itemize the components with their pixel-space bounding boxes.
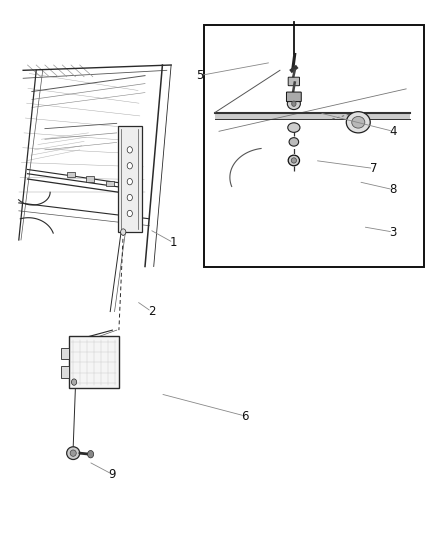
Circle shape: [127, 147, 132, 153]
Bar: [69, 336, 119, 389]
Ellipse shape: [288, 155, 300, 166]
Text: 8: 8: [389, 183, 397, 196]
Circle shape: [127, 163, 132, 169]
Text: 1: 1: [170, 236, 177, 249]
Ellipse shape: [352, 116, 365, 128]
Text: 4: 4: [389, 125, 397, 138]
Bar: [61, 366, 69, 378]
Text: 2: 2: [148, 305, 155, 318]
Ellipse shape: [291, 158, 297, 163]
Circle shape: [120, 229, 126, 235]
Bar: [118, 126, 142, 232]
Text: 3: 3: [389, 225, 397, 239]
Ellipse shape: [70, 450, 76, 456]
Bar: [215, 113, 410, 119]
Ellipse shape: [67, 447, 80, 459]
Circle shape: [127, 211, 132, 216]
Text: 6: 6: [241, 409, 249, 423]
Text: 9: 9: [109, 468, 116, 481]
Circle shape: [127, 195, 132, 201]
Circle shape: [88, 450, 94, 458]
FancyBboxPatch shape: [288, 77, 300, 86]
Bar: [61, 348, 69, 359]
Ellipse shape: [292, 101, 296, 107]
Circle shape: [71, 379, 77, 385]
Bar: [204, 25, 424, 266]
Ellipse shape: [346, 112, 370, 133]
Ellipse shape: [287, 98, 300, 110]
Text: 5: 5: [196, 69, 203, 82]
FancyBboxPatch shape: [286, 92, 301, 102]
Text: 7: 7: [370, 162, 377, 175]
Bar: [86, 176, 94, 182]
Ellipse shape: [288, 123, 300, 132]
Ellipse shape: [289, 138, 299, 146]
Bar: [106, 181, 114, 186]
Circle shape: [127, 179, 132, 185]
Bar: [67, 172, 74, 177]
